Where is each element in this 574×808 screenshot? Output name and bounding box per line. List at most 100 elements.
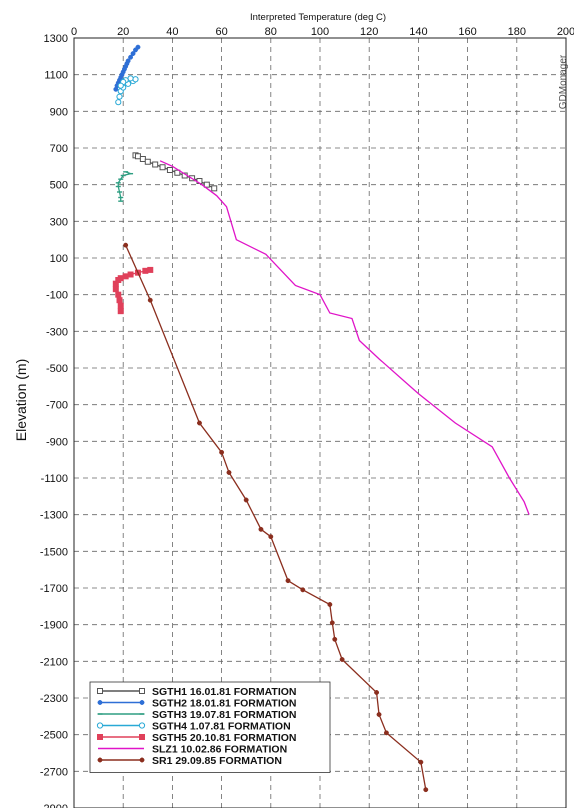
series-layer [112, 44, 530, 793]
legend-swatch-point [139, 700, 145, 705]
series-point [127, 75, 134, 82]
y-tick-label: -1500 [40, 546, 68, 558]
y-tick-label: -2700 [40, 766, 68, 778]
series-point [174, 169, 181, 176]
y-tick-label: 500 [50, 180, 68, 192]
y-tick-label: -300 [46, 326, 68, 338]
series-point [226, 470, 232, 475]
series-point [374, 690, 380, 695]
x-tick-label: 180 [508, 26, 526, 38]
legend-label: SGTH3 19.07.81 FORMATION [152, 709, 297, 721]
y-tick-label: -2100 [40, 656, 68, 668]
series-point [383, 730, 389, 736]
series-point [243, 497, 249, 503]
series-point [134, 153, 141, 160]
series-point [116, 297, 123, 304]
y-tick-label: -1900 [40, 620, 68, 632]
series-6 [159, 160, 530, 515]
legend-swatch-point [97, 688, 103, 694]
y-tick-label: 900 [50, 106, 68, 118]
series-point [423, 787, 429, 793]
x-tick-label: 200 [557, 26, 574, 38]
series-4 [115, 75, 139, 106]
series-point [123, 242, 129, 248]
series-point [219, 449, 225, 455]
series-point [300, 587, 306, 593]
x-tick-label: 120 [360, 26, 378, 38]
series-point [166, 167, 173, 173]
legend-swatch-point [97, 734, 103, 740]
plot-border [73, 37, 567, 808]
legend-label: SGTH5 20.10.81 FORMATION [152, 732, 297, 744]
y-tick-label: 700 [50, 143, 68, 155]
series-point [127, 271, 134, 278]
series-point [117, 82, 124, 89]
series-point [147, 297, 153, 303]
y-tick-label: -100 [46, 290, 68, 302]
series-point [197, 420, 202, 426]
y-tick-label: -1100 [41, 473, 68, 485]
series-point [376, 712, 382, 717]
series-point [211, 185, 218, 192]
y-tick-label: -700 [46, 400, 68, 412]
y-tick-label: -2500 [40, 730, 68, 742]
series-point [147, 266, 154, 273]
x-tick-label: 80 [265, 26, 277, 38]
y-axis-title: Elevation (m) [13, 359, 29, 441]
legend-label: SGTH4 1.07.81 FORMATION [152, 721, 291, 733]
y-tick-label: -1700 [40, 583, 68, 595]
x-tick-label: 40 [166, 26, 178, 38]
legend-swatch-point [139, 757, 145, 763]
legend-label: SGTH2 18.01.81 FORMATION [152, 698, 297, 710]
legend-swatch-point [96, 722, 104, 729]
x-axis-title: Interpreted Temperature (deg C) [250, 12, 386, 23]
series-point [117, 302, 124, 309]
y-tick-label: -2300 [40, 693, 68, 705]
x-tick-label: 20 [117, 26, 129, 38]
series-line [159, 160, 530, 515]
series-point [152, 161, 159, 168]
legend-swatch-point [138, 722, 146, 729]
series-point [112, 286, 119, 293]
series-point [128, 54, 134, 60]
series-7 [123, 242, 429, 793]
series-point [327, 602, 333, 607]
y-tick-labels: 1300 1100 900 700 500 300 100 -100 -300 -500 -700 -… [40, 33, 68, 808]
series-point [117, 308, 124, 315]
series-point [135, 44, 141, 50]
y-tick-label: 1100 [44, 70, 68, 82]
series-point [268, 534, 274, 540]
series-point [122, 273, 129, 280]
series-2 [113, 44, 141, 92]
series-point [142, 267, 149, 274]
legend-swatch-point [139, 688, 145, 694]
series-point [117, 275, 124, 282]
author-watermark: GDMonager [558, 54, 569, 109]
x-tick-label: 100 [311, 26, 329, 38]
x-tick-label: 60 [215, 26, 227, 38]
series-point [130, 51, 136, 57]
x-tick-labels: 0 20 40 60 80 100 120 140 160 180 200 [71, 26, 574, 38]
legend-box [89, 681, 331, 773]
series-point [132, 76, 139, 83]
series-point [144, 158, 151, 165]
y-tick-label: -900 [46, 436, 68, 448]
series-point [258, 526, 264, 532]
y-tick-label: -2900 [40, 803, 68, 808]
series-point [115, 99, 122, 106]
x-tick-label: 140 [409, 26, 427, 38]
legend-label: SGTH1 16.01.81 FORMATION [152, 686, 297, 698]
series-1 [132, 152, 218, 192]
series-point [285, 578, 291, 584]
legend-label: SR1 29.09.85 FORMATION [152, 755, 282, 767]
legend-swatch-point [97, 700, 103, 705]
series-point [339, 657, 345, 662]
series-point [139, 156, 146, 162]
series-point [115, 291, 122, 298]
x-tick-label: 160 [458, 26, 476, 38]
legend-swatch-point [139, 734, 145, 740]
y-tick-label: 300 [50, 216, 68, 228]
y-tick-label: 100 [50, 253, 68, 265]
y-tick-label: 1300 [44, 33, 68, 45]
